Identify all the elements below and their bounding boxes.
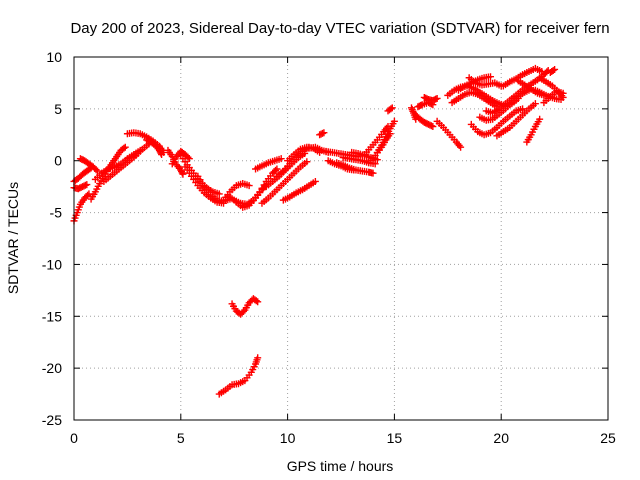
y-tick-label: 5 <box>54 101 62 117</box>
x-tick-label: 10 <box>280 430 296 446</box>
data-point <box>245 182 253 190</box>
data-point <box>303 158 311 166</box>
y-tick-label: -20 <box>42 360 62 376</box>
data-points <box>70 64 567 398</box>
series-arc-33 <box>373 117 398 156</box>
data-point <box>239 307 247 315</box>
data-point <box>311 177 319 185</box>
y-tick-label: -10 <box>42 256 62 272</box>
series-arc-47 <box>499 64 546 90</box>
data-point <box>252 297 260 305</box>
series-arc-46 <box>493 100 539 140</box>
data-point <box>538 68 546 76</box>
x-tick-label: 0 <box>70 430 78 446</box>
series-arc-18 <box>258 158 311 207</box>
y-axis-label: SDTVAR / TECUs <box>5 182 21 294</box>
data-point <box>271 166 279 174</box>
data-point <box>487 73 495 81</box>
data-point <box>429 122 437 130</box>
data-point <box>178 169 186 177</box>
data-point <box>412 115 420 123</box>
data-point <box>388 104 396 112</box>
y-tick-labels: -25 -20 -15 -10 -5 0 5 10 <box>42 49 62 428</box>
x-tick-label: 5 <box>177 430 185 446</box>
data-point <box>84 191 92 199</box>
data-point <box>158 150 166 158</box>
data-point <box>120 144 128 152</box>
series-arc-55 <box>228 295 262 318</box>
y-tick-label: -5 <box>50 205 63 221</box>
data-point <box>373 156 381 164</box>
plot-frame <box>73 56 609 421</box>
data-point <box>549 66 557 74</box>
data-point <box>92 166 100 174</box>
series-arc-31 <box>360 122 392 158</box>
data-point <box>83 181 91 189</box>
x-tick-label: 20 <box>493 430 509 446</box>
chart-title: Day 200 of 2023, Sidereal Day-to-day VTE… <box>70 20 609 37</box>
data-point <box>93 167 101 175</box>
series-arc-25 <box>316 129 328 139</box>
series-arc-9 <box>143 136 166 158</box>
series-arc-3 <box>70 181 91 193</box>
y-tick-label: -15 <box>42 308 62 324</box>
x-tick-label: 15 <box>387 430 403 446</box>
series-arc-22 <box>279 177 319 204</box>
data-point <box>254 354 262 362</box>
series-arc-11 <box>168 147 193 168</box>
data-point <box>536 115 544 123</box>
data-point <box>559 89 567 97</box>
data-point <box>215 190 223 198</box>
data-point <box>531 100 539 108</box>
series-arc-37 <box>420 93 441 105</box>
data-point <box>157 149 165 157</box>
series-arc-5 <box>87 143 129 203</box>
series-arc-53 <box>546 65 559 77</box>
series-arc-19 <box>252 155 285 173</box>
series-arc-52 <box>540 87 567 107</box>
data-point <box>277 155 285 163</box>
y-tick-label: 10 <box>46 49 62 65</box>
x-tick-label: 25 <box>600 430 616 446</box>
y-tick-label: -25 <box>42 412 62 428</box>
data-point <box>433 94 441 102</box>
data-point <box>390 117 398 125</box>
data-point <box>320 129 328 137</box>
data-point <box>121 143 129 151</box>
series-arc-7 <box>100 140 153 185</box>
data-point <box>185 155 193 163</box>
series-arc-4 <box>76 155 101 175</box>
series-arc-34 <box>384 104 396 115</box>
x-tick-labels: 0 5 10 15 20 25 <box>70 430 616 446</box>
series-arc-38 <box>433 117 465 151</box>
series-arc-56 <box>215 354 262 398</box>
series-arc-28 <box>333 159 377 177</box>
y-tick-label: 0 <box>54 153 62 169</box>
x-axis-label: GPS time / hours <box>287 458 394 474</box>
data-point <box>551 65 559 73</box>
series-arc-43 <box>467 105 527 139</box>
data-point <box>184 153 192 161</box>
data-point <box>254 298 262 306</box>
data-point <box>519 105 527 113</box>
series-arc-49 <box>523 115 544 146</box>
series-arc-54 <box>407 104 420 123</box>
data-point <box>387 105 395 113</box>
data-point <box>273 165 281 173</box>
data-point <box>369 169 377 177</box>
data-point <box>179 170 187 178</box>
data-point <box>457 143 465 151</box>
series-arc-42 <box>454 73 495 94</box>
